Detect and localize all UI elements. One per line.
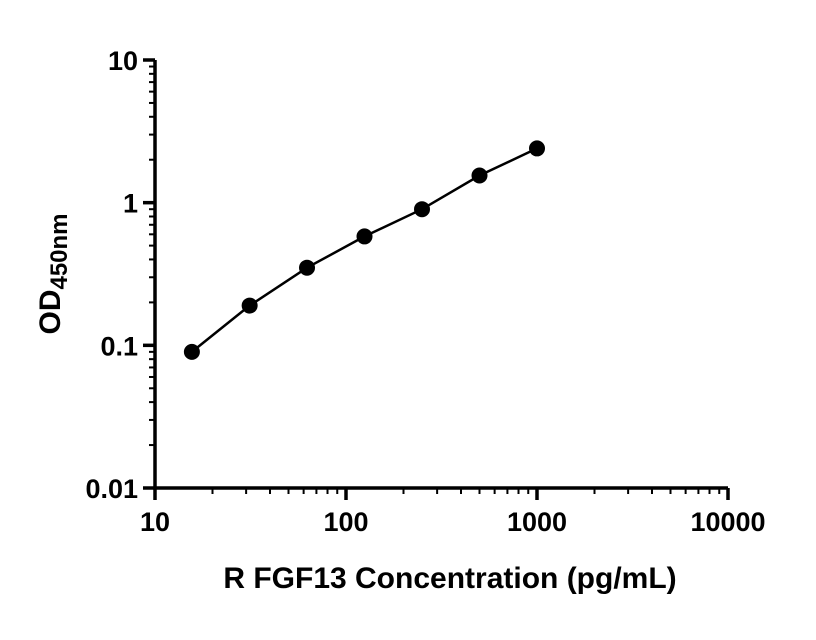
data-point — [414, 201, 431, 218]
data-point — [529, 140, 545, 157]
axes — [153, 60, 728, 490]
minor-ticks — [149, 65, 721, 494]
x-tick-label: 10000 — [690, 507, 765, 537]
y-axis-title: OD450nm — [34, 213, 73, 334]
x-tick-label: 100 — [323, 507, 368, 537]
data-point — [241, 297, 258, 314]
data-point — [183, 343, 200, 360]
y-tick-label: 1 — [123, 189, 138, 219]
data-point — [299, 259, 316, 276]
y-tick-label: 10 — [108, 46, 138, 76]
x-tick-label: 10 — [140, 507, 170, 537]
data-series — [183, 140, 545, 360]
data-point — [471, 167, 488, 184]
x-axis-title: R FGF13 Concentration (pg/mL) — [223, 562, 676, 595]
y-axis-title-main: OD — [34, 290, 67, 335]
x-tick-label: 1000 — [507, 507, 567, 537]
y-tick-label: 0.1 — [100, 331, 138, 361]
y-tick-label: 0.01 — [85, 474, 138, 504]
major-ticks — [143, 58, 730, 500]
y-axis-title-subscript: 450nm — [46, 213, 73, 289]
tick-labels: 10 100 1000 10000 0.01 0.1 1 10 — [85, 46, 765, 537]
data-point — [356, 228, 373, 245]
